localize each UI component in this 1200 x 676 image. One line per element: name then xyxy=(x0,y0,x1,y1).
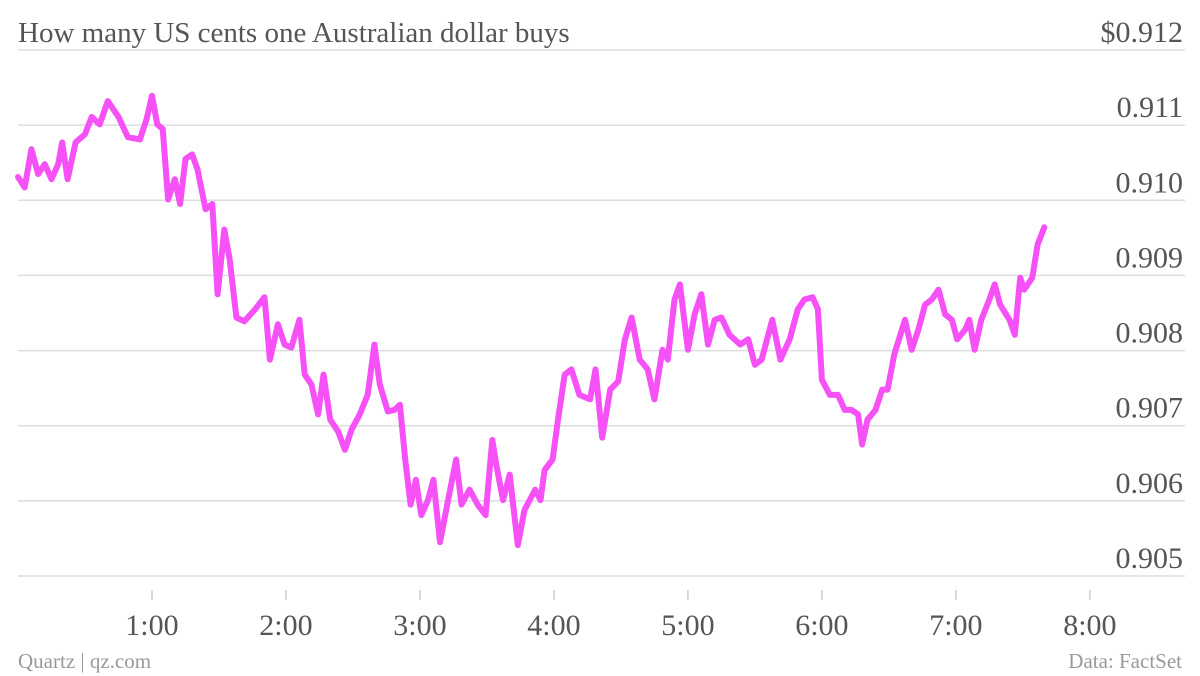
credit: Quartz | qz.com xyxy=(18,649,151,673)
x-tick-label: 5:00 xyxy=(661,609,714,642)
y-tick-label: 0.909 xyxy=(1116,241,1184,274)
x-tick-label: 7:00 xyxy=(929,609,982,642)
y-tick-label: 0.908 xyxy=(1116,317,1184,350)
y-tick-label: 0.910 xyxy=(1116,166,1184,199)
source: Data: FactSet xyxy=(1068,649,1182,673)
y-tick-label: 0.907 xyxy=(1116,392,1184,425)
x-tick-label: 2:00 xyxy=(259,609,312,642)
y-tick-label: $0.912 xyxy=(1101,16,1184,49)
y-tick-label: 0.911 xyxy=(1117,91,1183,124)
x-tick-label: 3:00 xyxy=(393,609,446,642)
x-tick-label: 1:00 xyxy=(125,609,178,642)
x-tick-label: 8:00 xyxy=(1063,609,1116,642)
chart-title: How many US cents one Australian dollar … xyxy=(18,17,570,49)
x-tick-label: 4:00 xyxy=(527,609,580,642)
line xyxy=(15,92,1048,549)
x-tick-label: 6:00 xyxy=(795,609,848,642)
y-tick-label: 0.905 xyxy=(1116,542,1184,575)
y-tick-label: 0.906 xyxy=(1116,467,1184,500)
